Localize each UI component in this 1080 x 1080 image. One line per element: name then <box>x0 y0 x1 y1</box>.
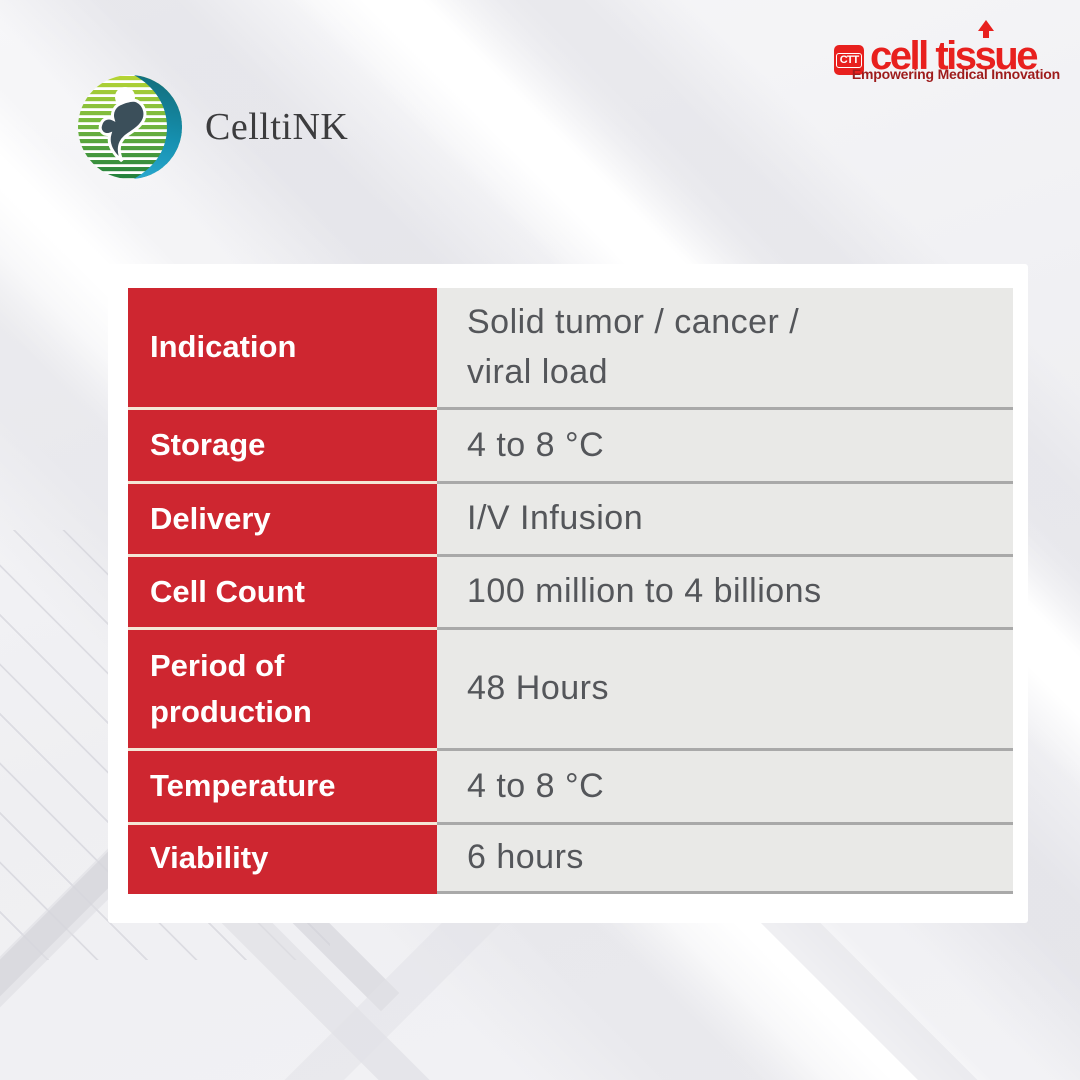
celltink-logo-icon <box>78 75 182 179</box>
row-label: Delivery <box>128 484 437 557</box>
row-value: 48 Hours <box>437 630 1013 751</box>
table-row: Delivery I/V Infusion <box>128 484 1013 557</box>
row-label: Cell Count <box>128 557 437 630</box>
celltissue-monogram-icon: CTT <box>834 45 864 75</box>
row-label: Temperature <box>128 751 437 825</box>
table-row: Period of production 48 Hours <box>128 630 1013 751</box>
row-label: Indication <box>128 288 437 410</box>
table-row: Viability 6 hours <box>128 825 1013 894</box>
row-value: 6 hours <box>437 825 1013 894</box>
row-value: I/V Infusion <box>437 484 1013 557</box>
celltissue-tagline: Empowering Medical Innovation <box>851 66 1060 82</box>
table-row: Temperature 4 to 8 °C <box>128 751 1013 825</box>
row-value: 4 to 8 °C <box>437 751 1013 825</box>
celltissue-arrow-icon <box>978 20 994 40</box>
row-label: Storage <box>128 410 437 484</box>
table-row: Storage 4 to 8 °C <box>128 410 1013 484</box>
celltissue-wordmark: cell tissue <box>870 34 1038 78</box>
row-value: 4 to 8 °C <box>437 410 1013 484</box>
spec-table: Indication Solid tumor / cancer / viral l… <box>128 288 1013 894</box>
table-row: Indication Solid tumor / cancer / viral l… <box>128 288 1013 410</box>
row-label: Period of production <box>128 630 437 751</box>
spec-card: Indication Solid tumor / cancer / viral l… <box>108 264 1028 923</box>
row-label: Viability <box>128 825 437 894</box>
table-row: Cell Count 100 million to 4 billions <box>128 557 1013 630</box>
celltink-logo: CelltiNK <box>75 72 348 182</box>
row-value: Solid tumor / cancer / viral load <box>437 288 1013 410</box>
celltissue-logo: CTT cell tissue Empowering Medical Innov… <box>818 20 1060 86</box>
celltink-wordmark: CelltiNK <box>205 106 349 148</box>
row-value: 100 million to 4 billions <box>437 557 1013 630</box>
